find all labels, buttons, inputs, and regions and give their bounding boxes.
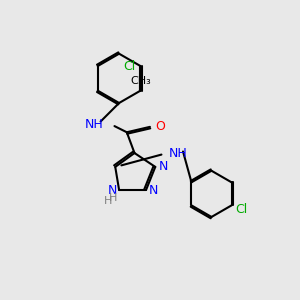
Text: CH₃: CH₃ xyxy=(130,76,151,86)
Text: Cl: Cl xyxy=(236,203,247,216)
Text: O: O xyxy=(155,120,165,134)
Text: Cl: Cl xyxy=(124,59,136,73)
Text: NH: NH xyxy=(85,118,104,131)
Text: N: N xyxy=(159,160,169,173)
Text: H: H xyxy=(109,193,117,203)
Text: NH: NH xyxy=(169,146,188,160)
Text: N: N xyxy=(107,184,117,196)
Text: N: N xyxy=(148,184,158,196)
Text: H: H xyxy=(104,196,112,206)
